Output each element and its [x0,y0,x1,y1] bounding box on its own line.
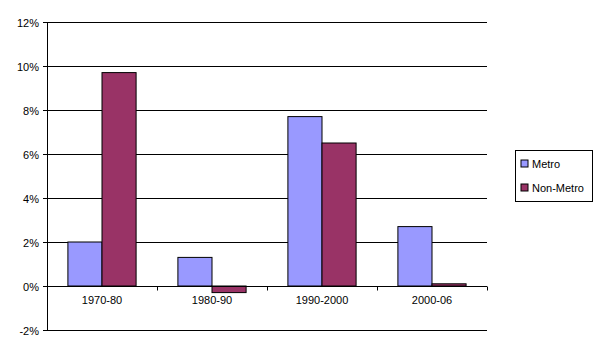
y-tick-label: -2% [19,325,39,337]
x-tick [487,287,488,291]
y-tick [43,242,47,243]
grid-line [47,330,487,331]
legend-swatch [521,184,528,191]
legend-label: Metro [532,158,560,170]
x-tick-label: 2000-06 [412,294,452,306]
x-tick [377,287,378,291]
y-tick-label: 2% [23,237,39,249]
x-tick [47,287,48,291]
legend-label: Non-Metro [532,182,584,194]
y-axis [47,22,48,330]
y-tick-label: 8% [23,105,39,117]
y-tick [43,330,47,331]
bar [288,117,322,286]
y-tick [43,22,47,23]
bar [398,227,432,286]
bar [432,284,466,286]
y-tick-label: 6% [23,149,39,161]
bar [322,143,356,286]
x-tick-label: 1990-2000 [296,294,349,306]
y-tick [43,66,47,67]
y-tick [43,286,47,287]
y-tick-label: 10% [17,61,39,73]
y-tick [43,110,47,111]
x-tick-label: 1970-80 [82,294,122,306]
grid-line [47,22,487,23]
y-tick [43,198,47,199]
bar [102,73,136,286]
y-tick [43,154,47,155]
x-tick [157,287,158,291]
bars [68,73,466,293]
y-tick-label: 0% [23,281,39,293]
legend-swatch [521,160,528,167]
y-tick-label: 12% [17,17,39,29]
bar [178,257,212,286]
legend [516,151,593,202]
x-tick-label: 1980-90 [192,294,232,306]
bar [68,242,102,286]
chart: -2% 0% 2% 4% 6% 8% 10% 12% 1970-80 1980-90 1990-20… [0,0,598,347]
grid-line [47,66,487,67]
x-tick [267,287,268,291]
y-tick-label: 4% [23,193,39,205]
